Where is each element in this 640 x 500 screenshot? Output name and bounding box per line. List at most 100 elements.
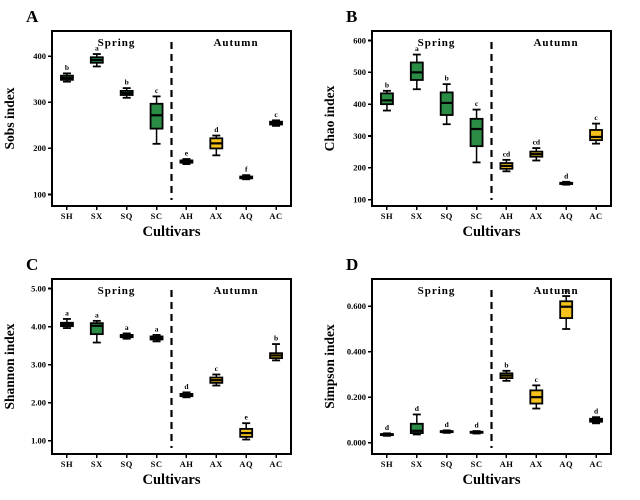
x-tick-label-SC: SC <box>471 211 483 221</box>
boxplot-SX: a <box>89 310 104 344</box>
boxplot-AC: c <box>589 113 603 145</box>
boxplot-AH: b <box>499 360 514 382</box>
x-tick-label-SH: SH <box>61 211 73 221</box>
boxplot-AH: cd <box>499 149 514 173</box>
y-tick-label: 300 <box>33 97 46 107</box>
y-axis-label: Shannon index <box>2 323 17 409</box>
group-label-autumn: Autumn <box>533 37 578 49</box>
sig-letter-SH: a <box>65 308 69 317</box>
sig-letter-SH: b <box>385 80 389 89</box>
panel-C: C 1.00 2.00 3.00 4.00 5.00 SH SX SQ SC AH AX AQ AC Sha… <box>0 248 320 495</box>
y-tick-label: 300 <box>353 131 366 141</box>
sig-letter-SQ: b <box>125 78 129 87</box>
y-tick-label: 0.000 <box>347 437 366 447</box>
sig-letter-AH: b <box>504 360 508 369</box>
sig-letter-AH: d <box>184 382 189 391</box>
x-tick-label-AQ: AQ <box>239 211 253 221</box>
sig-letter-AQ: e <box>245 413 249 422</box>
x-tick-label-SC: SC <box>151 211 163 221</box>
x-axis-label: Cultivars <box>143 224 201 240</box>
x-axis-label: Cultivars <box>463 224 521 240</box>
boxplot-AX: c <box>529 375 544 410</box>
y-tick-label: 500 <box>353 67 366 77</box>
sig-letter-SQ: a <box>125 323 129 332</box>
boxplot-AC: c <box>269 110 283 127</box>
sig-letter-AX: c <box>215 364 219 373</box>
y-tick-label: 1.00 <box>31 435 46 445</box>
y-tick-label: 5.00 <box>31 283 46 293</box>
boxplot-AH: d <box>179 382 194 399</box>
boxplot-SX: a <box>409 44 424 91</box>
y-tick-label: 0.200 <box>347 392 366 402</box>
x-tick-label-AQ: AQ <box>559 211 573 221</box>
y-tick-label: 600 <box>353 35 366 45</box>
panel-letter-A: A <box>26 7 39 26</box>
y-tick-label: 200 <box>353 163 366 173</box>
x-tick-label-AH: AH <box>180 211 194 221</box>
y-tick-label: 0.400 <box>347 347 366 357</box>
group-label-spring: Spring <box>418 285 456 297</box>
sig-letter-AC: c <box>274 110 278 119</box>
boxplot-SH: a <box>60 308 74 329</box>
x-tick-label-SQ: SQ <box>121 211 133 221</box>
sig-letter-AX: c <box>535 375 539 384</box>
x-tick-label-AH: AH <box>180 459 194 469</box>
x-tick-label-AX: AX <box>210 459 224 469</box>
sig-letter-AQ: f <box>245 165 248 174</box>
x-tick-label-AQ: AQ <box>559 459 573 469</box>
y-tick-label: 3.00 <box>31 359 46 369</box>
boxplot-SH: b <box>380 80 394 112</box>
group-label-autumn: Autumn <box>213 37 258 49</box>
sig-letter-SX: a <box>95 310 99 319</box>
sig-letter-AH: e <box>185 149 189 158</box>
x-tick-label-SX: SX <box>411 459 423 469</box>
panel-letter-C: C <box>26 255 38 274</box>
boxplot-AQ: d <box>559 171 574 186</box>
boxplot-SH: d <box>380 423 394 437</box>
boxplot-AQ: a <box>559 286 574 330</box>
x-tick-label-SQ: SQ <box>441 211 453 221</box>
x-axis-label: Cultivars <box>463 472 521 488</box>
boxplot-SQ: d <box>439 420 454 434</box>
boxplot-SC: d <box>469 421 484 435</box>
sig-letter-SX: d <box>415 404 420 413</box>
sig-letter-AC: b <box>274 334 278 343</box>
sig-letter-AQ: d <box>564 171 569 180</box>
sig-letter-SX: a <box>95 44 99 53</box>
panel-letter-B: B <box>346 7 357 26</box>
sig-letter-AX: d <box>214 125 219 134</box>
x-tick-label-AC: AC <box>589 211 602 221</box>
boxplot-SC: c <box>149 86 164 145</box>
x-axis-label: Cultivars <box>143 472 201 488</box>
x-tick-label-SQ: SQ <box>121 459 133 469</box>
boxplot-SC: a <box>149 324 164 343</box>
boxplot-AQ: e <box>239 413 254 441</box>
chart-B: B 100 200 300 400 500 600 SH SX SQ SC AH AX AQ AC Chao … <box>322 7 612 240</box>
group-label-spring: Spring <box>98 37 136 49</box>
x-tick-label-SX: SX <box>91 211 103 221</box>
boxplot-AC: d <box>589 407 603 425</box>
x-tick-label-AH: AH <box>500 211 514 221</box>
sig-letter-SC: c <box>155 86 159 95</box>
panel-B: B 100 200 300 400 500 600 SH SX SQ SC AH AX AQ AC Chao … <box>320 0 640 248</box>
y-axis-label: Chao index <box>322 85 337 151</box>
x-tick-label-SX: SX <box>411 211 423 221</box>
group-label-spring: Spring <box>98 285 136 297</box>
boxplot-AC: b <box>269 334 283 362</box>
group-label-autumn: Autumn <box>213 285 258 297</box>
group-label-autumn: Autumn <box>533 285 578 297</box>
chart-A: A 100 200 300 400 SH SX SQ SC AH AX AQ AC Sobs index C… <box>2 7 292 240</box>
y-tick-label: 4.00 <box>31 321 46 331</box>
boxplot-AX: d <box>209 125 224 157</box>
x-tick-label-SX: SX <box>91 459 103 469</box>
panel-A: A 100 200 300 400 SH SX SQ SC AH AX AQ AC Sobs index C… <box>0 0 320 248</box>
y-tick-label: 0.600 <box>347 301 366 311</box>
sig-letter-SH: b <box>65 63 69 72</box>
sig-letter-SQ: d <box>445 420 450 429</box>
group-label-spring: Spring <box>418 37 456 49</box>
y-tick-label: 2.00 <box>31 397 46 407</box>
sig-letter-SC: a <box>155 324 159 333</box>
x-tick-label-AC: AC <box>589 459 602 469</box>
panel-letter-D: D <box>346 255 358 274</box>
